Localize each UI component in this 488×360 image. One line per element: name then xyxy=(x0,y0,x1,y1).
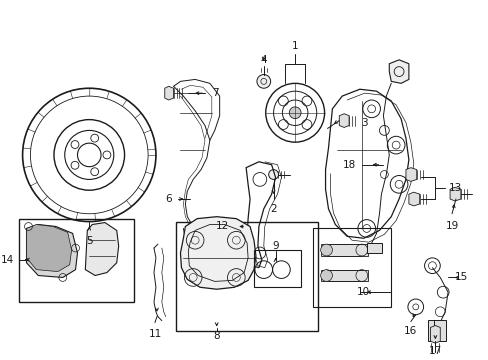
Polygon shape xyxy=(85,222,119,275)
Text: 3: 3 xyxy=(361,118,367,127)
Text: 1: 1 xyxy=(291,41,298,51)
Text: 8: 8 xyxy=(213,331,220,341)
Polygon shape xyxy=(429,325,439,343)
Text: 10: 10 xyxy=(357,287,369,297)
Text: 2: 2 xyxy=(270,204,276,214)
Bar xyxy=(427,320,445,341)
Text: 5: 5 xyxy=(86,236,92,246)
Text: 17: 17 xyxy=(428,346,441,356)
Text: 7: 7 xyxy=(212,88,219,98)
Text: 18: 18 xyxy=(342,160,355,170)
Text: 12: 12 xyxy=(216,221,229,231)
Bar xyxy=(320,270,367,282)
Text: 15: 15 xyxy=(454,273,468,283)
Text: 13: 13 xyxy=(447,183,461,193)
Text: 9: 9 xyxy=(272,241,278,251)
Circle shape xyxy=(268,170,278,179)
Bar xyxy=(320,244,367,256)
Polygon shape xyxy=(388,60,408,84)
Text: 4: 4 xyxy=(260,55,266,65)
Text: 19: 19 xyxy=(445,221,458,231)
Polygon shape xyxy=(26,225,71,271)
Bar xyxy=(253,250,301,287)
Circle shape xyxy=(289,107,301,119)
Polygon shape xyxy=(164,86,173,100)
Bar xyxy=(175,222,317,332)
Bar xyxy=(312,229,390,307)
Bar xyxy=(366,243,382,253)
Circle shape xyxy=(256,75,270,88)
Polygon shape xyxy=(405,168,416,181)
Polygon shape xyxy=(339,114,348,127)
Circle shape xyxy=(320,244,332,256)
Text: 14: 14 xyxy=(0,255,14,265)
Polygon shape xyxy=(408,192,419,206)
Polygon shape xyxy=(26,225,77,278)
Text: 6: 6 xyxy=(165,194,172,204)
Bar xyxy=(19,219,134,302)
Polygon shape xyxy=(449,187,460,201)
Text: 11: 11 xyxy=(148,329,161,339)
Text: 16: 16 xyxy=(404,327,417,336)
Polygon shape xyxy=(180,217,255,289)
Circle shape xyxy=(320,270,332,282)
